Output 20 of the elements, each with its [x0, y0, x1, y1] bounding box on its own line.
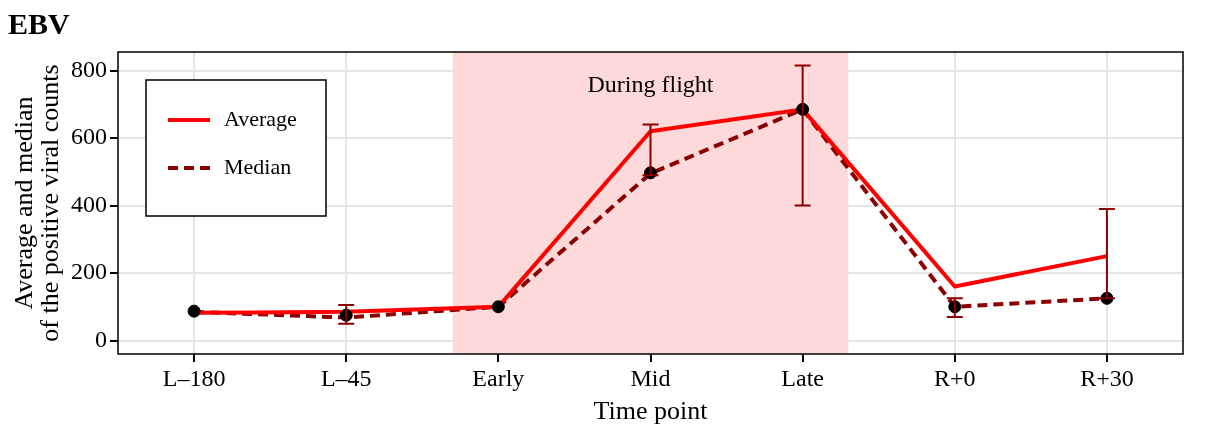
x-tick-label: Mid — [630, 364, 671, 391]
y-tick-label: 400 — [71, 190, 107, 217]
chart-title: EBV — [8, 6, 71, 40]
point — [187, 304, 201, 318]
legend-label: Average — [224, 105, 297, 131]
y-tick-label: 200 — [71, 258, 107, 285]
y-axis-title: Average and median of the positive viral counts — [8, 64, 64, 342]
x-tick-label: L–45 — [320, 364, 372, 391]
x-tick-label: Early — [472, 364, 525, 391]
x-axis-title: Time point — [593, 396, 709, 426]
y-tick-label: 600 — [71, 123, 107, 150]
x-tick-label: R+30 — [1080, 364, 1134, 391]
y-tick-label: 800 — [71, 55, 107, 82]
y-tick-label: 0 — [95, 325, 107, 352]
point — [491, 300, 505, 314]
band-label: During flight — [587, 71, 714, 98]
x-tick-label: R+0 — [934, 364, 976, 391]
x-tick-label: L–180 — [162, 364, 226, 391]
x-tick-label: Late — [781, 364, 824, 391]
legend-label: Median — [224, 153, 292, 179]
